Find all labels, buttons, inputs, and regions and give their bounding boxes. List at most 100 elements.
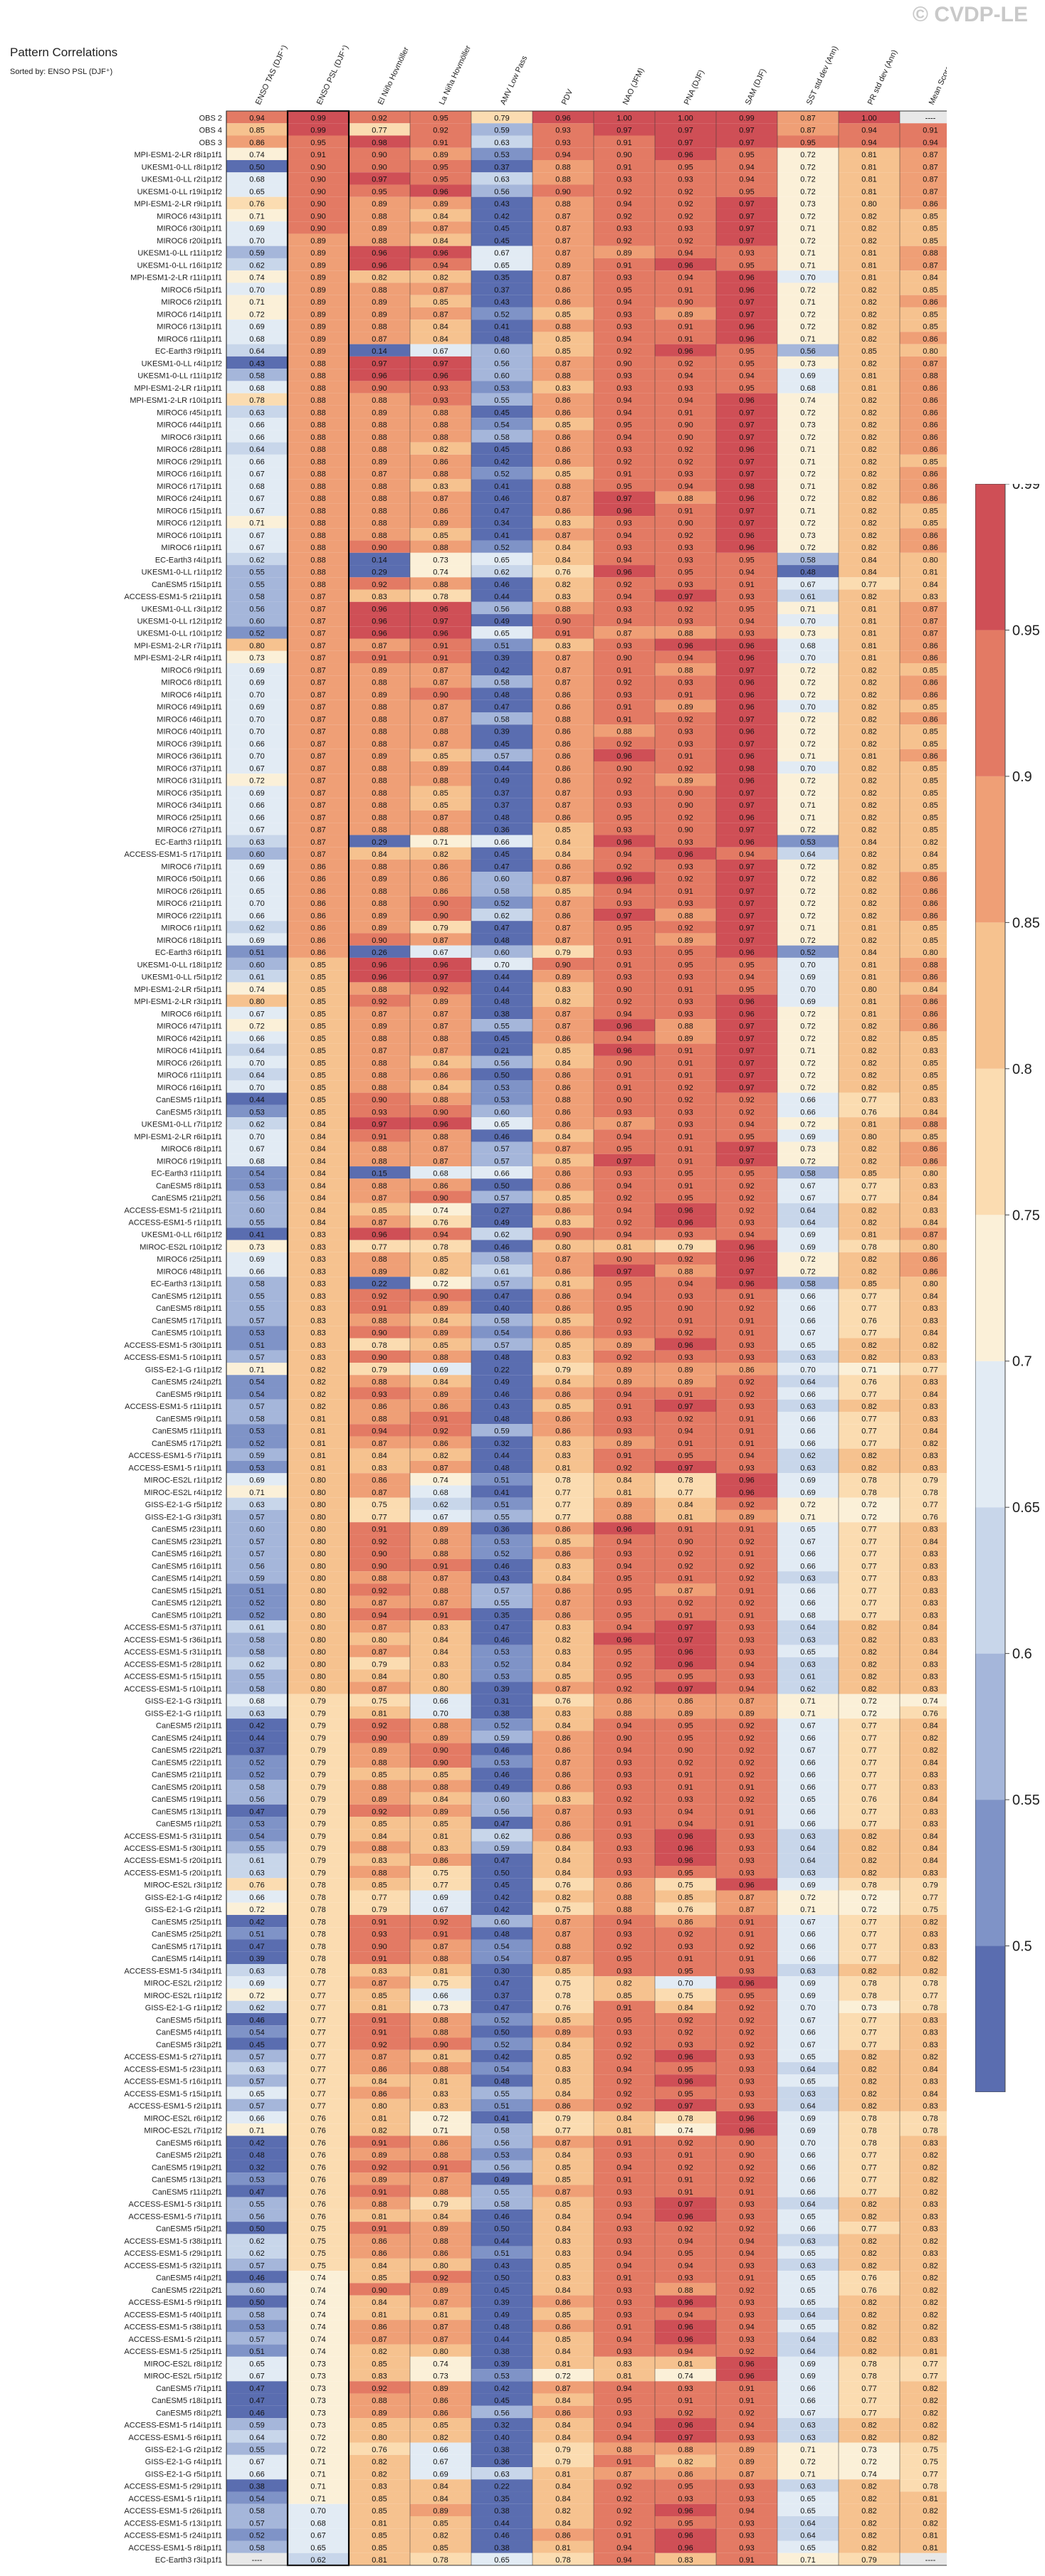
cell-value: 0.51 xyxy=(249,1587,264,1595)
cell-value: 0.89 xyxy=(372,1267,387,1276)
cell-value: 0.96 xyxy=(372,617,387,625)
cell-value: 0.67 xyxy=(433,347,448,356)
cell-value: 0.65 xyxy=(249,887,264,896)
cell-value: 0.46 xyxy=(249,2409,264,2417)
cell-value: 0.90 xyxy=(616,1255,631,1264)
heatmap-cell xyxy=(655,503,716,517)
cell-value: 0.86 xyxy=(555,813,570,822)
heatmap-cell xyxy=(288,283,349,295)
cell-value: 0.75 xyxy=(372,1697,387,1706)
cell-value: 0.56 xyxy=(494,605,509,613)
cell-value: 0.87 xyxy=(678,1587,693,1595)
cell-value: 0.83 xyxy=(555,642,570,650)
cell-value: 0.48 xyxy=(494,936,509,945)
cell-value: 0.88 xyxy=(372,801,387,810)
cell-value: 0.60 xyxy=(249,850,264,859)
cell-value: 0.91 xyxy=(616,1452,631,1460)
cell-value: 0.39 xyxy=(494,728,509,737)
cell-value: 0.84 xyxy=(310,1219,325,1228)
heatmap-cell xyxy=(777,381,839,394)
heatmap-cell xyxy=(532,307,594,320)
cell-value: 0.83 xyxy=(923,1673,938,1682)
cell-value: 0.81 xyxy=(861,1231,876,1240)
cell-value: 0.88 xyxy=(310,433,325,442)
cell-value: 0.67 xyxy=(433,2458,448,2466)
cell-value: 0.94 xyxy=(616,1133,631,1141)
cell-value: ---- xyxy=(925,114,936,122)
cell-value: 0.69 xyxy=(249,1980,264,1988)
cell-value: 0.56 xyxy=(494,188,509,196)
cell-value: 0.93 xyxy=(616,1329,631,1338)
heatmap-cell xyxy=(471,332,532,344)
cell-value: 0.57 xyxy=(249,1353,264,1362)
cell-value: 0.85 xyxy=(923,862,938,871)
cell-value: 0.88 xyxy=(310,445,325,454)
cell-value: 0.92 xyxy=(678,2409,693,2417)
cell-value: 0.86 xyxy=(555,1415,570,1423)
cell-value: 0.53 xyxy=(494,1538,509,1546)
cell-value: 0.47 xyxy=(249,2397,264,2405)
cell-value: 0.97 xyxy=(678,1624,693,1632)
cell-value: 0.55 xyxy=(494,1599,509,1608)
cell-value: 0.91 xyxy=(739,1931,754,1939)
cell-value: 0.86 xyxy=(433,458,448,466)
cell-value: 0.80 xyxy=(310,1636,325,1645)
cell-value: 0.70 xyxy=(249,715,264,724)
cell-value: 0.53 xyxy=(800,838,815,847)
heatmap-cell xyxy=(532,147,594,160)
cell-value: 0.79 xyxy=(555,2446,570,2454)
heatmap-cell xyxy=(226,467,288,480)
heatmap-cell xyxy=(532,369,594,381)
cell-value: 0.60 xyxy=(494,372,509,381)
heatmap-cell xyxy=(900,111,947,124)
cell-value: 0.89 xyxy=(310,286,325,295)
cell-value: 0.50 xyxy=(494,2225,509,2234)
heatmap-cell xyxy=(471,320,532,332)
cell-value: 0.82 xyxy=(861,1145,876,1154)
cell-value: 0.92 xyxy=(739,2286,754,2295)
cell-value: 0.95 xyxy=(678,1194,693,1203)
cell-value: 0.78 xyxy=(861,1980,876,1988)
cell-value: 0.87 xyxy=(372,1648,387,1657)
cell-value: 0.82 xyxy=(861,482,876,491)
heatmap-cell xyxy=(900,454,947,468)
cell-value: 0.64 xyxy=(249,445,264,454)
cell-value: 0.87 xyxy=(555,936,570,945)
cell-value: 0.77 xyxy=(861,1820,876,1829)
row-label: MIROC6 r15i1p1f1 xyxy=(157,507,222,515)
cell-value: 0.91 xyxy=(616,139,631,147)
cell-value: 0.85 xyxy=(555,2053,570,2062)
cell-value: 0.93 xyxy=(678,1231,693,1240)
cell-value: 0.72 xyxy=(800,310,815,319)
cell-value: 0.88 xyxy=(372,986,387,994)
cell-value: 0.91 xyxy=(555,630,570,638)
heatmap-cell xyxy=(839,552,900,566)
cell-value: 0.52 xyxy=(494,1722,509,1731)
cell-value: 0.82 xyxy=(923,2274,938,2283)
heatmap-cell xyxy=(288,467,349,480)
cell-value: 0.83 xyxy=(923,2078,938,2086)
cell-value: 0.79 xyxy=(372,1366,387,1374)
cell-value: 0.95 xyxy=(678,2519,693,2528)
cell-value: 0.87 xyxy=(923,188,938,196)
row-label: UKESM1-0-LL r11i1p1f2 xyxy=(137,249,222,258)
cell-value: 0.87 xyxy=(616,630,631,638)
cell-value: 0.92 xyxy=(678,924,693,933)
cell-value: 0.77 xyxy=(372,127,387,135)
cell-value: 0.92 xyxy=(616,2078,631,2086)
row-label: ACCESS-ESM1-5 r20i1p1f1 xyxy=(124,1857,222,1865)
cell-value: 0.91 xyxy=(372,654,387,663)
cell-value: 0.92 xyxy=(739,1378,754,1387)
cell-value: 0.93 xyxy=(372,1931,387,1939)
cell-value: 0.87 xyxy=(433,495,448,503)
cell-value: 0.96 xyxy=(739,691,754,700)
cell-value: 0.82 xyxy=(372,2127,387,2136)
cell-value: 0.88 xyxy=(678,2286,693,2295)
cell-value: 0.81 xyxy=(861,973,876,982)
cell-value: 0.88 xyxy=(678,912,693,920)
cell-value: 0.87 xyxy=(372,1980,387,1988)
cell-value: 0.74 xyxy=(678,2127,693,2136)
cell-value: 0.92 xyxy=(678,1096,693,1104)
cell-value: 0.81 xyxy=(555,2470,570,2479)
cell-value: 0.71 xyxy=(310,2495,325,2503)
